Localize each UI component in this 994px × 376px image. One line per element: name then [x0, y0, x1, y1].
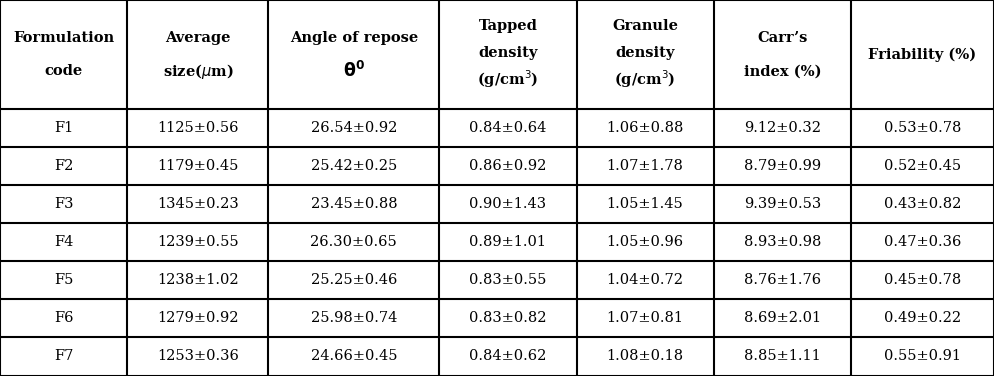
Text: 0.84±0.64: 0.84±0.64 — [469, 121, 547, 135]
Text: 0.83±0.55: 0.83±0.55 — [469, 273, 547, 287]
Text: 0.45±0.78: 0.45±0.78 — [884, 273, 961, 287]
Text: (g/cm$^3$): (g/cm$^3$) — [614, 68, 676, 90]
Text: 1345±0.23: 1345±0.23 — [157, 197, 239, 211]
Text: 1125±0.56: 1125±0.56 — [157, 121, 239, 135]
Text: 0.86±0.92: 0.86±0.92 — [469, 159, 547, 173]
Text: code: code — [45, 64, 83, 79]
Text: 1.05±0.96: 1.05±0.96 — [606, 235, 684, 249]
Text: 0.52±0.45: 0.52±0.45 — [884, 159, 961, 173]
Text: 0.90±1.43: 0.90±1.43 — [469, 197, 547, 211]
Text: 9.12±0.32: 9.12±0.32 — [744, 121, 821, 135]
Text: 1.04±0.72: 1.04±0.72 — [606, 273, 684, 287]
Text: Granule: Granule — [612, 19, 678, 33]
Text: 24.66±0.45: 24.66±0.45 — [310, 349, 398, 364]
Text: 1.08±0.18: 1.08±0.18 — [606, 349, 684, 364]
Text: Formulation: Formulation — [13, 30, 114, 45]
Text: 0.89±1.01: 0.89±1.01 — [469, 235, 547, 249]
Text: density: density — [615, 45, 675, 60]
Text: density: density — [478, 45, 538, 60]
Text: 25.25±0.46: 25.25±0.46 — [311, 273, 397, 287]
Text: (g/cm$^3$): (g/cm$^3$) — [477, 68, 539, 90]
Text: Tapped: Tapped — [478, 19, 538, 33]
Text: 0.55±0.91: 0.55±0.91 — [884, 349, 961, 364]
Text: 8.93±0.98: 8.93±0.98 — [744, 235, 821, 249]
Text: size($\mu$m): size($\mu$m) — [162, 62, 234, 81]
Text: 0.49±0.22: 0.49±0.22 — [884, 311, 961, 325]
Text: F6: F6 — [54, 311, 74, 325]
Text: 23.45±0.88: 23.45±0.88 — [310, 197, 398, 211]
Text: 8.79±0.99: 8.79±0.99 — [744, 159, 821, 173]
Text: Angle of repose: Angle of repose — [289, 30, 418, 45]
Text: 8.76±1.76: 8.76±1.76 — [744, 273, 821, 287]
Text: 8.85±1.11: 8.85±1.11 — [744, 349, 821, 364]
Text: 1179±0.45: 1179±0.45 — [157, 159, 239, 173]
Text: 0.47±0.36: 0.47±0.36 — [884, 235, 961, 249]
Text: 1.07±1.78: 1.07±1.78 — [606, 159, 684, 173]
Text: 25.98±0.74: 25.98±0.74 — [311, 311, 397, 325]
Text: F1: F1 — [54, 121, 74, 135]
Text: 8.69±2.01: 8.69±2.01 — [744, 311, 821, 325]
Text: 25.42±0.25: 25.42±0.25 — [311, 159, 397, 173]
Text: 1238±1.02: 1238±1.02 — [157, 273, 239, 287]
Text: F7: F7 — [54, 349, 74, 364]
Text: 0.83±0.82: 0.83±0.82 — [469, 311, 547, 325]
Text: Friability (%): Friability (%) — [869, 47, 976, 62]
Text: 1.05±1.45: 1.05±1.45 — [606, 197, 684, 211]
Text: 0.43±0.82: 0.43±0.82 — [884, 197, 961, 211]
Text: 1.07±0.81: 1.07±0.81 — [606, 311, 684, 325]
Text: 1253±0.36: 1253±0.36 — [157, 349, 239, 364]
Text: F2: F2 — [54, 159, 74, 173]
Text: 9.39±0.53: 9.39±0.53 — [744, 197, 821, 211]
Text: F4: F4 — [54, 235, 74, 249]
Text: 1239±0.55: 1239±0.55 — [157, 235, 239, 249]
Text: 0.84±0.62: 0.84±0.62 — [469, 349, 547, 364]
Text: 1.06±0.88: 1.06±0.88 — [606, 121, 684, 135]
Text: F5: F5 — [54, 273, 74, 287]
Text: 0.53±0.78: 0.53±0.78 — [884, 121, 961, 135]
Text: F3: F3 — [54, 197, 74, 211]
Text: index (%): index (%) — [744, 64, 821, 79]
Text: $\mathbf{\theta^0}$: $\mathbf{\theta^0}$ — [343, 61, 365, 82]
Text: 26.30±0.65: 26.30±0.65 — [310, 235, 398, 249]
Text: 1279±0.92: 1279±0.92 — [157, 311, 239, 325]
Text: Carr’s: Carr’s — [757, 30, 807, 45]
Text: 26.54±0.92: 26.54±0.92 — [311, 121, 397, 135]
Text: Average: Average — [165, 30, 231, 45]
